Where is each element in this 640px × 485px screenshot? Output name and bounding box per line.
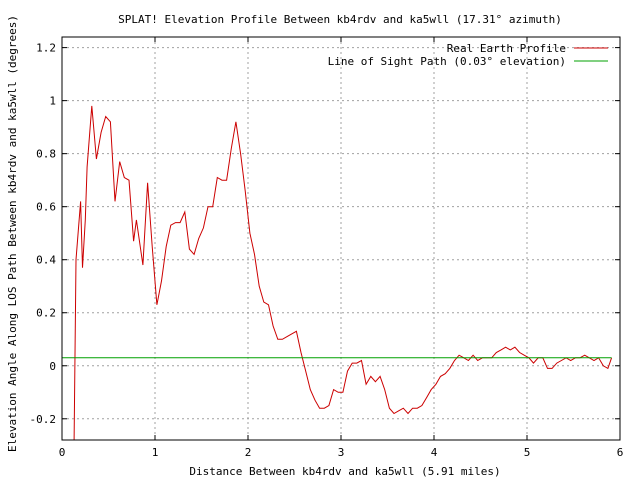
y-tick-label: -0.2 (30, 413, 57, 426)
x-tick-label: 0 (59, 446, 66, 459)
plot-frame (61, 36, 621, 441)
x-tick-label: 5 (524, 446, 531, 459)
grid-lines (62, 37, 620, 440)
x-tick-label: 1 (152, 446, 159, 459)
y-tick-label: 1.2 (36, 42, 56, 55)
x-axis-label: Distance Between kb4rdv and ka5wll (5.91… (189, 465, 500, 478)
x-tick-label: 3 (338, 446, 345, 459)
series-layer (62, 105, 613, 441)
y-tick-label: 0.6 (36, 201, 56, 214)
y-axis-label: Elevation Angle Along LOS Path Between k… (6, 15, 19, 452)
legend-label: Line of Sight Path (0.03° elevation) (328, 55, 566, 68)
chart-title: SPLAT! Elevation Profile Between kb4rdv … (118, 13, 562, 26)
y-tick-label: 1 (49, 95, 56, 108)
y-tick-label: 0 (49, 360, 56, 373)
x-tick-label: 2 (245, 446, 252, 459)
y-tick-label: 0.2 (36, 307, 56, 320)
axis-ticks: 0 1 2 3 4 5 6 -0.2 0 0.2 0.4 0.6 0.8 1 1.2 (30, 37, 624, 459)
x-tick-label: 6 (617, 446, 624, 459)
real-earth-profile-line (73, 105, 613, 441)
y-tick-label: 0.4 (36, 254, 56, 267)
x-tick-label: 4 (431, 446, 438, 459)
legend-label: Real Earth Profile (447, 42, 566, 55)
y-tick-label: 0.8 (36, 148, 56, 161)
